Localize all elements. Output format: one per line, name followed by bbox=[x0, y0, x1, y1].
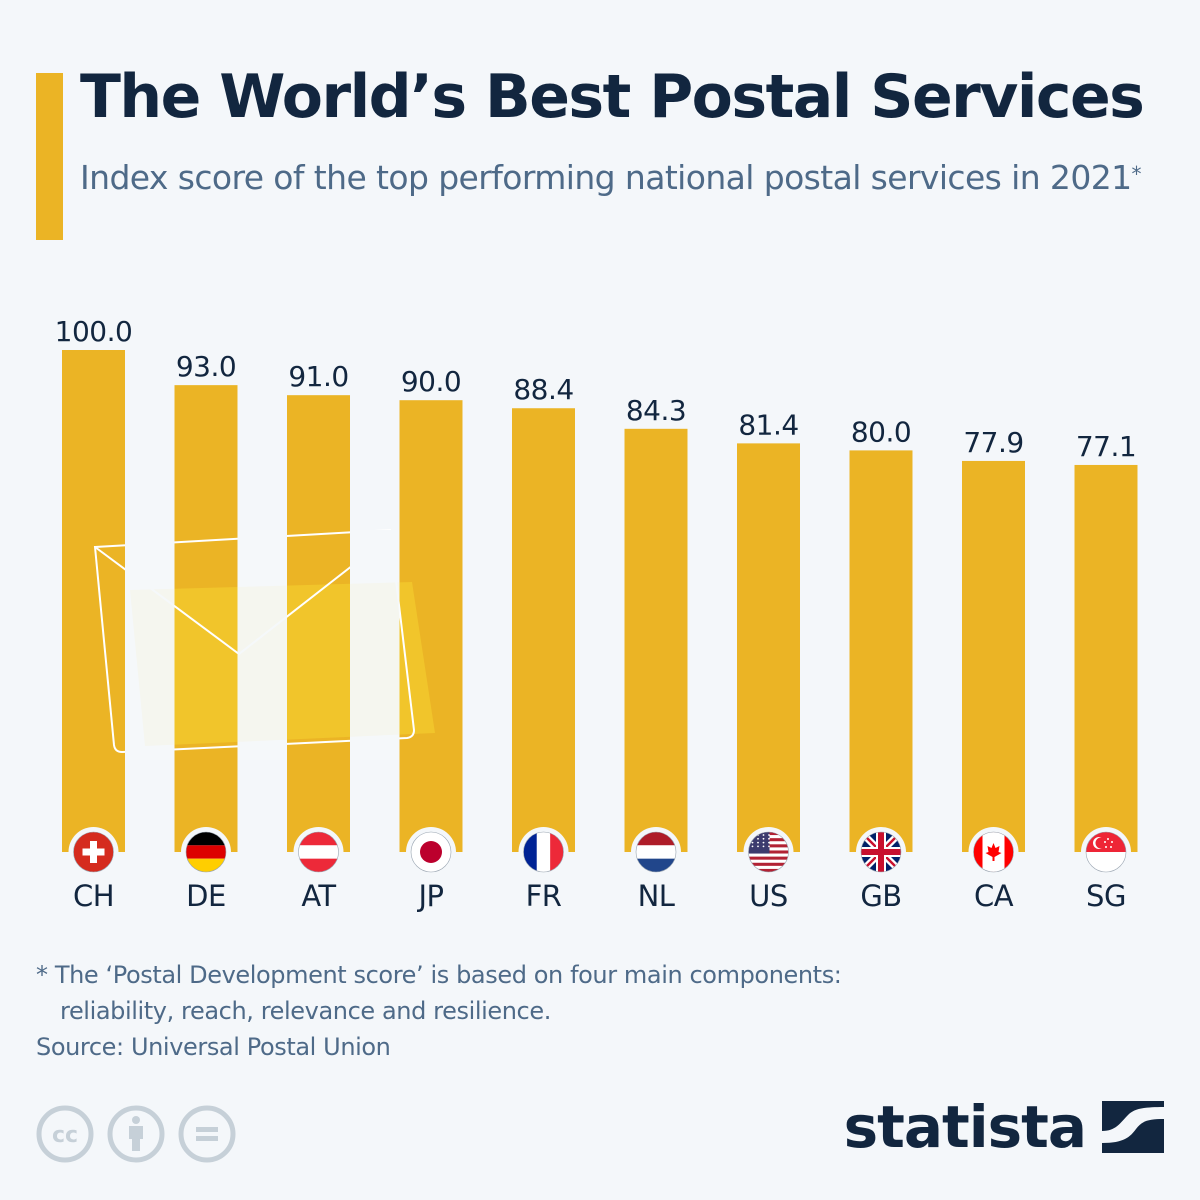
category-label: NL bbox=[638, 879, 675, 913]
category-label: US bbox=[749, 879, 788, 913]
category-label: AT bbox=[301, 879, 336, 913]
category-labels-layer: CH DE AT JP FR NL US GB CA SG bbox=[73, 879, 1126, 913]
category-label: DE bbox=[186, 879, 226, 913]
chart-title: The World’s Best Postal Services bbox=[80, 62, 1145, 132]
value-labels-layer: 100.0 93.0 91.0 90.0 88.4 84.3 81.4 80.0 77.9 77.… bbox=[55, 315, 1137, 463]
attribution-icon[interactable] bbox=[107, 1105, 165, 1163]
bar-gb bbox=[849, 450, 913, 852]
bar-gap bbox=[350, 530, 400, 760]
switzerland-flag-icon bbox=[68, 827, 119, 877]
bar-ca bbox=[962, 460, 1025, 852]
category-label: JP bbox=[416, 879, 443, 913]
cc-icon[interactable]: cc bbox=[36, 1105, 94, 1163]
svg-text:cc: cc bbox=[52, 1123, 78, 1148]
value-label: 90.0 bbox=[401, 365, 461, 398]
netherlands-flag-icon bbox=[631, 827, 681, 877]
bar-gap bbox=[125, 530, 175, 760]
footnote: * The ‘Postal Development score’ is base… bbox=[36, 957, 842, 1029]
category-label: CH bbox=[73, 879, 114, 913]
statista-logo[interactable]: statista bbox=[844, 1098, 1164, 1156]
value-label: 77.1 bbox=[1076, 430, 1136, 463]
bar-ch bbox=[62, 350, 125, 852]
bar-fr bbox=[512, 408, 575, 852]
value-label: 84.3 bbox=[626, 394, 686, 427]
bar-gap bbox=[237, 530, 287, 760]
value-label: 81.4 bbox=[738, 408, 798, 441]
category-label: CA bbox=[974, 879, 1014, 913]
subtitle-footnote-marker: * bbox=[1131, 162, 1142, 186]
germany-flag-icon bbox=[181, 827, 231, 877]
no-derivatives-icon[interactable] bbox=[178, 1105, 236, 1163]
statista-logo-icon bbox=[1102, 1101, 1164, 1153]
usa-flag-icon bbox=[743, 827, 794, 877]
category-label: SG bbox=[1086, 879, 1126, 913]
footnote-line-1: * The ‘Postal Development score’ is base… bbox=[36, 961, 842, 989]
bar-gaps-layer bbox=[125, 530, 400, 760]
uk-flag-icon bbox=[856, 827, 906, 877]
source-text: Source: Universal Postal Union bbox=[36, 1033, 391, 1061]
value-label: 91.0 bbox=[288, 360, 348, 393]
value-label: 88.4 bbox=[513, 373, 573, 406]
title-accent-bar bbox=[36, 73, 63, 240]
footnote-line-2: reliability, reach, relevance and resili… bbox=[60, 997, 551, 1025]
flags-layer bbox=[68, 827, 1131, 877]
france-flag-icon bbox=[518, 827, 569, 877]
subtitle-text: Index score of the top performing nation… bbox=[80, 158, 1132, 197]
category-label: FR bbox=[526, 879, 562, 913]
bar-sg bbox=[1074, 464, 1138, 852]
value-label: 100.0 bbox=[55, 315, 133, 348]
license-icons: cc bbox=[36, 1105, 236, 1163]
value-label: 80.0 bbox=[851, 415, 911, 448]
statista-logo-text: statista bbox=[843, 1093, 1087, 1161]
bar-chart: 100.0 93.0 91.0 90.0 88.4 84.3 81.4 80.0 77.9 77.… bbox=[55, 315, 1138, 913]
bars-layer bbox=[62, 350, 1138, 852]
bar-nl bbox=[624, 428, 688, 852]
bar-us bbox=[737, 443, 800, 852]
category-label: GB bbox=[860, 879, 901, 913]
value-label: 77.9 bbox=[963, 426, 1023, 459]
singapore-flag-icon bbox=[1081, 827, 1131, 877]
japan-flag-icon bbox=[406, 827, 456, 877]
austria-flag-icon bbox=[293, 827, 344, 877]
chart-subtitle: Index score of the top performing nation… bbox=[80, 156, 1160, 200]
canada-flag-icon bbox=[968, 827, 1019, 877]
value-label: 93.0 bbox=[176, 350, 236, 383]
